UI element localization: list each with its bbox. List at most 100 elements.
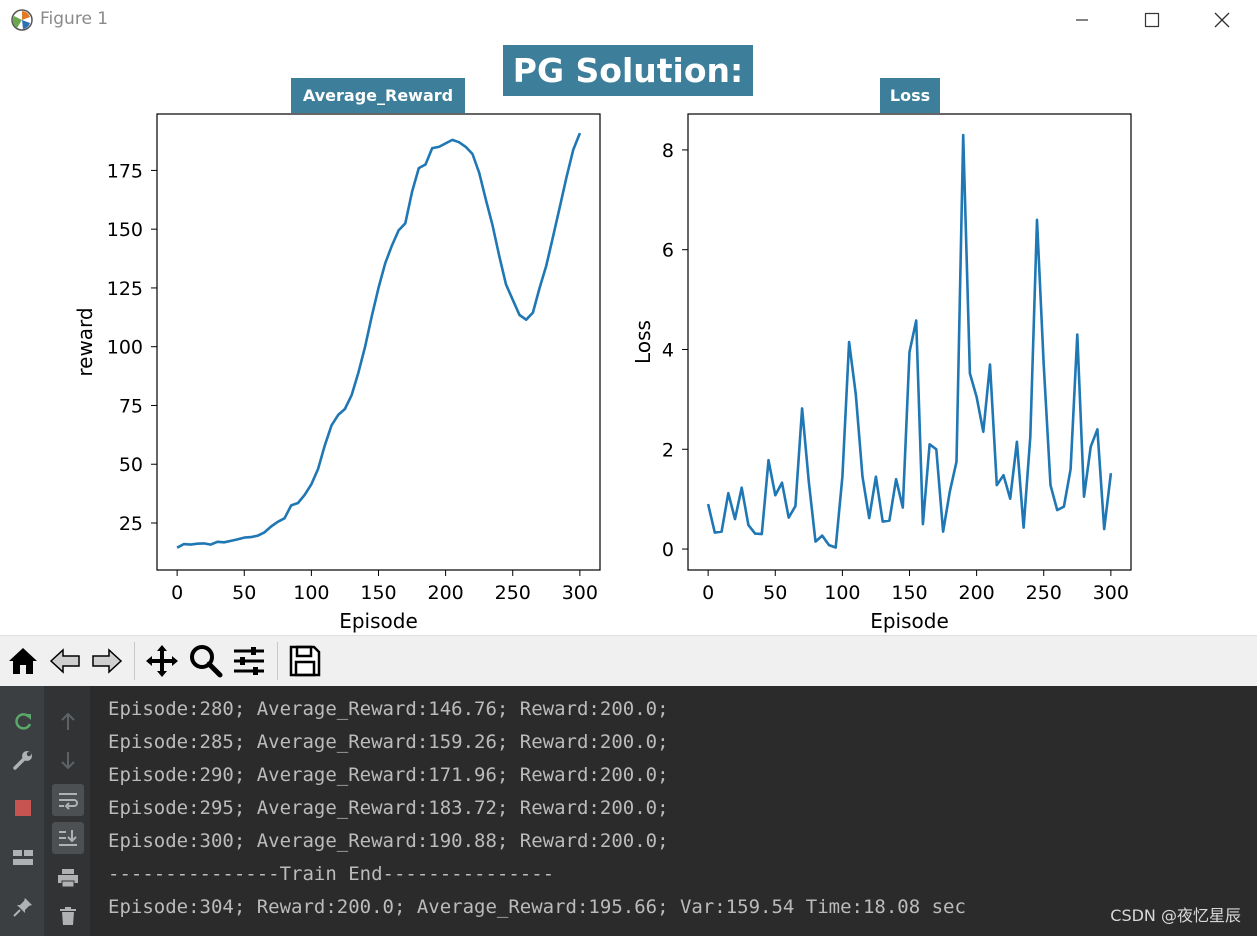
maximize-button[interactable] [1117,0,1187,40]
settings-button[interactable] [7,744,39,776]
y-tick-label: 100 [107,337,143,359]
arrow-up-icon [61,712,75,730]
window-title: Figure 1 [40,9,109,29]
y-tick-label: 150 [107,219,143,241]
chart-title-loss: Loss [880,78,940,113]
console-left-toolbar [0,686,44,936]
console-line: Episode:300; Average_Reward:190.88; Rewa… [108,830,669,852]
y-axis-label: Loss [631,320,655,364]
plot-frame [687,113,1132,571]
configure-subplots-button[interactable] [229,640,269,682]
console-line: Episode:295; Average_Reward:183.72; Rewa… [108,797,669,819]
x-tick-label: 0 [702,582,714,604]
x-tick-label: 50 [232,582,256,604]
minimize-button[interactable] [1047,0,1117,40]
console-line: Episode:285; Average_Reward:159.26; Rewa… [108,731,669,753]
chart-loss: 0 50 100 150 200 250 300 0 2 4 6 8 Episode Loss [631,113,1132,633]
console-line: Episode:280; Average_Reward:146.76; Rewa… [108,698,669,720]
series-line [176,132,582,549]
scroll-up-button[interactable] [52,706,84,738]
y-tick-label: 8 [662,140,674,162]
y-tick-label: 2 [662,439,674,461]
forward-icon [92,648,123,674]
run-console: Episode:280; Average_Reward:146.76; Rewa… [0,686,1257,936]
console-gutter-toolbar [44,686,90,936]
pan-icon [146,645,178,677]
arrow-down-icon [61,752,75,770]
watermark: CSDN @夜忆星辰 [1110,906,1241,925]
scroll-to-end-icon [59,830,77,846]
console-line: ---------------Train End--------------- [108,863,555,885]
stop-icon [15,800,31,816]
x-tick-label: 150 [360,582,396,604]
plot-frame [156,113,601,571]
y-tick-label: 75 [119,395,143,417]
x-axis-label: Episode [870,609,949,633]
x-axis-label: Episode [339,609,418,633]
x-tick-label: 200 [427,582,463,604]
plots-svg: 0 50 100 150 200 250 300255075100125150175Epis… [73,113,1132,633]
close-icon [1214,12,1230,28]
x-tick-label: 150 [891,582,927,604]
y-tick-label: 175 [107,160,143,182]
pin-icon [13,898,32,917]
maximize-icon [1144,12,1160,28]
y-axis-label: reward [73,307,97,376]
x-tick-label: 0 [171,582,183,604]
x-tick-label: 100 [824,582,860,604]
y-tick-label: 0 [662,539,674,561]
figure-suptitle: PG Solution: [503,45,753,96]
chart-average-reward: 0 50 100 150 200 250 300 25 50 75 100 125 150 175 Epis… [73,113,601,633]
forward-button[interactable] [87,640,127,682]
minimize-icon [1076,19,1088,21]
pan-button[interactable] [142,640,182,682]
console-line: Episode:304; Reward:200.0; Average_Rewar… [108,896,966,918]
print-button[interactable] [52,862,84,894]
navigation-toolbar [0,635,1257,687]
x-tick-label: 300 [1093,582,1129,604]
trash-icon [60,907,76,925]
chart-title-average-reward: Average_Reward [291,78,465,113]
back-icon [49,648,80,674]
y-tick-label: 4 [662,339,674,361]
layout-icon [13,850,33,865]
console-output: Episode:280; Average_Reward:146.76; Rewa… [108,693,966,924]
y-tick-label: 50 [119,454,143,476]
x-tick-label: 200 [958,582,994,604]
zoom-icon [190,645,223,678]
matplotlib-logo-icon [10,8,34,32]
wrench-icon [13,751,32,770]
console-line: Episode:290; Average_Reward:171.96; Rewa… [108,764,669,786]
y-tick-label: 6 [662,240,674,262]
back-button[interactable] [45,640,85,682]
x-tick-label: 300 [562,582,598,604]
close-button[interactable] [1187,0,1257,40]
figure-window: Figure 1 PG Solution: Average_Reward Los… [0,0,1257,687]
x-tick-label: 50 [763,582,787,604]
pin-button[interactable] [7,891,39,923]
home-icon [9,648,37,674]
clear-all-button[interactable] [52,900,84,932]
soft-wrap-icon [59,793,78,810]
save-icon [289,645,321,677]
print-icon [58,869,78,888]
configure-subplots-icon [234,647,264,675]
home-button[interactable] [3,640,43,682]
layout-button[interactable] [7,842,39,874]
toolbar-separator [134,642,135,680]
scroll-to-end-button[interactable] [52,822,84,854]
save-button[interactable] [285,640,325,682]
soft-wrap-button[interactable] [52,784,84,816]
y-tick-label: 125 [107,278,143,300]
title-bar[interactable]: Figure 1 [0,0,1257,40]
x-tick-label: 250 [1026,582,1062,604]
x-tick-label: 100 [293,582,329,604]
zoom-button[interactable] [186,640,226,682]
y-tick-label: 25 [119,513,143,535]
stop-button[interactable] [7,792,39,824]
scroll-down-button[interactable] [52,744,84,776]
series-line [706,133,1113,549]
rerun-icon [15,713,32,730]
x-tick-label: 250 [495,582,531,604]
rerun-button[interactable] [7,706,39,738]
